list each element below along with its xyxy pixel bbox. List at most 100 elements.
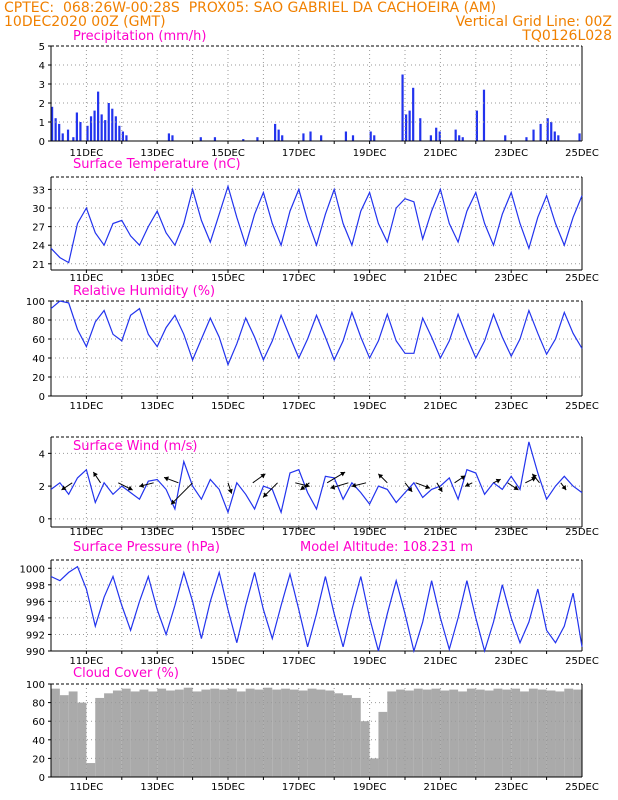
x-tick-label: 11DEC xyxy=(70,273,104,284)
wind-arrow-head xyxy=(304,482,310,488)
precip-bar xyxy=(277,129,280,141)
cloud-bar xyxy=(157,688,167,777)
precip-bar xyxy=(171,135,174,141)
y-tick-label: 4 xyxy=(39,61,45,72)
cloud-bar xyxy=(51,688,60,777)
cloud-bar xyxy=(422,689,432,777)
cloud-bar xyxy=(449,689,459,777)
cloud-bar xyxy=(484,690,494,777)
x-tick-label: 13DEC xyxy=(140,527,174,538)
precip-bar xyxy=(408,110,411,141)
precip-bar xyxy=(458,135,461,141)
cloud-bar xyxy=(537,689,547,777)
header-line1: CPTEC: 068:26W-00:28S PROX05: SAO GABRIE… xyxy=(4,0,497,16)
precip-bar xyxy=(454,129,457,141)
cloud-bar xyxy=(334,693,344,777)
cloud-bar xyxy=(325,690,335,777)
wind-arrow-head xyxy=(93,472,98,478)
x-tick-label: 21DEC xyxy=(424,782,458,793)
precip-bar xyxy=(93,110,96,141)
panel-0: 0 1 2 3 4 5 11DEC 13DEC 15DEC 17DEC 19DEC 21DEC 23DE… xyxy=(39,29,599,159)
x-tick-label: 25DEC xyxy=(565,148,599,159)
precip-bar xyxy=(125,135,128,141)
x-tick-label: 15DEC xyxy=(211,527,245,538)
precip-bar xyxy=(66,129,70,141)
precip-bar xyxy=(100,114,103,141)
panel-1: 21 24 27 30 33 11DEC 13DEC 15DEC 17DEC 19DEC 21DEC… xyxy=(32,157,599,284)
wind-arrow-head xyxy=(561,485,567,491)
wind-arrow-head xyxy=(513,485,519,491)
x-tick-label: 11DEC xyxy=(70,656,104,667)
precip-bar xyxy=(58,123,61,141)
y-tick-label: 4 xyxy=(39,449,45,460)
cloud-bar xyxy=(396,689,405,777)
cloud-bar xyxy=(316,689,326,777)
y-tick-label: 80 xyxy=(32,699,45,710)
cloud-bar xyxy=(387,691,397,777)
x-tick-label: 13DEC xyxy=(140,148,174,159)
x-tick-label: 19DEC xyxy=(353,782,387,793)
precip-bar xyxy=(539,123,542,141)
y-tick-label: 24 xyxy=(32,241,45,252)
cloud-bar xyxy=(405,690,414,777)
wind-arrow-head xyxy=(495,478,501,484)
y-tick-label: 30 xyxy=(32,204,45,215)
wind-arrow-head xyxy=(139,482,145,488)
y-tick-label: 992 xyxy=(26,630,45,641)
series-line xyxy=(50,184,583,264)
y-tick-label: 33 xyxy=(32,185,45,196)
precip-bar xyxy=(557,135,560,141)
header-model: TQ0126L028 xyxy=(522,28,612,44)
series-line xyxy=(50,300,583,367)
cloud-bar xyxy=(413,688,423,777)
cloud-bar xyxy=(77,702,87,777)
x-tick-label: 15DEC xyxy=(211,656,245,667)
precip-bar xyxy=(213,137,217,141)
wind-arrow-head xyxy=(61,485,67,491)
panel-annotation: Model Altitude: 108.231 m xyxy=(300,540,473,555)
precip-bar xyxy=(435,127,438,141)
x-tick-label: 21DEC xyxy=(424,273,458,284)
precip-bar xyxy=(550,122,553,141)
precip-bar xyxy=(525,137,528,141)
cloud-bar xyxy=(502,689,512,777)
cloud-bar xyxy=(369,758,379,777)
cloud-bar xyxy=(148,691,158,777)
precip-bar xyxy=(54,118,57,141)
cloud-bar xyxy=(555,691,565,777)
panel-title: Surface Pressure (hPa) xyxy=(73,540,220,555)
cloud-bar xyxy=(281,688,290,777)
header-grid-note: Vertical Grid Line: 00Z xyxy=(455,14,612,30)
x-tick-label: 17DEC xyxy=(282,401,316,412)
y-tick-label: 100 xyxy=(26,297,45,308)
precip-bar xyxy=(107,103,110,141)
x-tick-label: 23DEC xyxy=(494,273,528,284)
panel-4: 990 992 994 996 998 1000 11DEC 13DEC 15DEC 17DEC 1… xyxy=(20,540,599,667)
y-tick-label: 998 xyxy=(26,581,45,592)
precip-bar xyxy=(167,133,171,141)
x-tick-label: 19DEC xyxy=(353,401,387,412)
cloud-bar xyxy=(228,688,237,777)
cloud-bar xyxy=(174,689,184,777)
cloud-bar xyxy=(104,693,113,777)
wind-arrow-head xyxy=(351,482,357,488)
cloud-bar xyxy=(112,690,122,777)
wind-arrow-head xyxy=(460,475,466,481)
precip-bar xyxy=(111,108,114,141)
wind-arrow-head xyxy=(340,472,346,477)
cloud-bar xyxy=(343,695,352,777)
x-tick-label: 17DEC xyxy=(282,656,316,667)
x-tick-label: 23DEC xyxy=(494,527,528,538)
wind-arrow-head xyxy=(127,485,133,491)
cloud-bar xyxy=(475,689,485,777)
x-tick-label: 23DEC xyxy=(494,148,528,159)
y-tick-label: 1 xyxy=(39,118,45,129)
cloud-bar xyxy=(183,687,193,777)
x-tick-label: 23DEC xyxy=(494,401,528,412)
precip-bar xyxy=(309,131,312,141)
precip-bar xyxy=(97,91,100,141)
cloud-bar xyxy=(236,691,246,777)
cloud-bar xyxy=(298,690,308,777)
precip-bar xyxy=(344,131,348,141)
cloud-bar xyxy=(130,691,140,777)
